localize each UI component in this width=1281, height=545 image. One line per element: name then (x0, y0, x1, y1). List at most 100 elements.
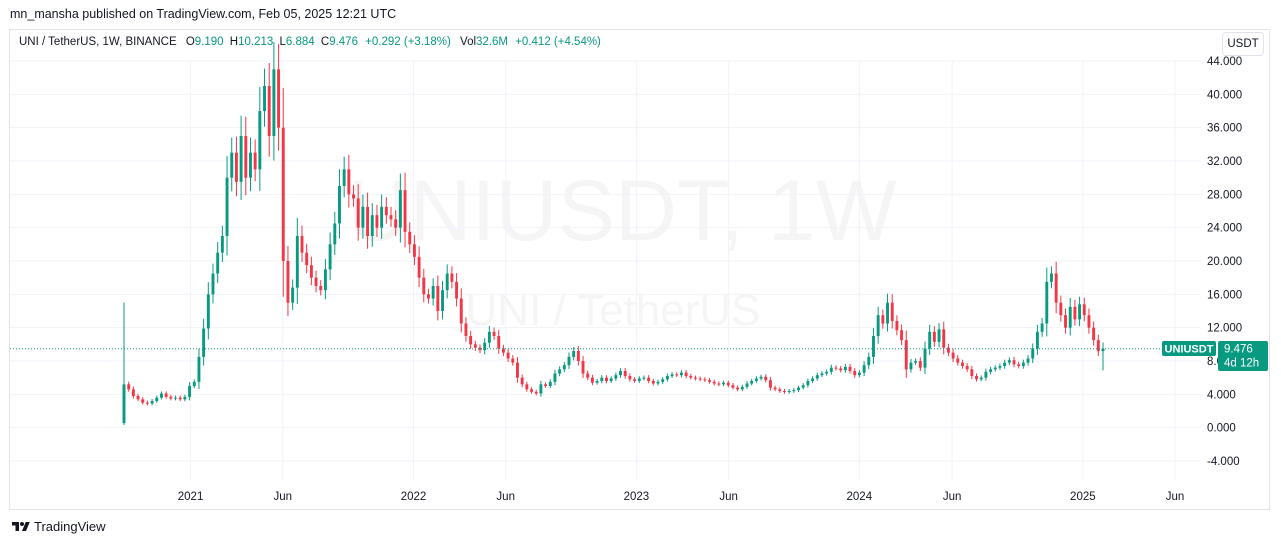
candle-body (661, 379, 665, 382)
candle-body (370, 215, 374, 236)
candle-body (628, 376, 632, 380)
grid-lines (10, 60, 1201, 480)
candle-body (1082, 304, 1086, 316)
candle-body (637, 378, 641, 381)
candle-body (605, 377, 608, 381)
legend-close: 9.476 (329, 36, 358, 48)
legend-symbol: UNI / TetherUS, 1W, BINANCE (19, 36, 177, 48)
candle-body (806, 381, 810, 386)
candle-body (1040, 323, 1044, 332)
price-axis-label: 0.000 (1207, 423, 1236, 435)
candles (122, 42, 1105, 426)
candle-body (998, 366, 1002, 368)
chart-pane[interactable] (9, 29, 1270, 510)
candle-body (230, 152, 234, 178)
price-axis[interactable]: 44.000 40.000 36.000 32.000 28.000 24.000 20.0… (1207, 56, 1242, 468)
candle-body (572, 351, 576, 357)
candle-body (216, 252, 220, 274)
price-axis-label: 36.000 (1207, 123, 1242, 135)
candle-body (178, 397, 182, 400)
candle-body (623, 371, 627, 376)
candle-body (726, 382, 730, 386)
candle-body (272, 69, 276, 136)
time-axis[interactable]: 2021 Jun 2022 Jun 2023 Jun 2024 Jun 2025 Jun (178, 491, 1185, 503)
footer-brand[interactable]: TradingView (10, 519, 106, 534)
candle-body (530, 389, 533, 392)
candle-body (1007, 360, 1011, 363)
candle-body (188, 386, 192, 397)
candle-body (258, 111, 262, 170)
candle-body (694, 377, 697, 379)
candle-body (356, 198, 360, 228)
candle-body (970, 369, 974, 376)
candle-body (305, 252, 309, 266)
candle-body (642, 377, 646, 379)
candle-body (740, 386, 744, 390)
footer-brand-name: TradingView (34, 519, 106, 534)
candle-body (1017, 364, 1021, 366)
price-axis-label: 12.000 (1207, 323, 1242, 335)
time-axis-label: Jun (274, 491, 293, 503)
symbol-legend[interactable]: UNI / TetherUS, 1W, BINANCE O9.190 H10.2… (19, 36, 601, 48)
candle-body (787, 391, 791, 392)
price-tag-countdown: 4d 12h (1224, 358, 1259, 370)
candle-body (708, 380, 711, 382)
candle-body (975, 376, 978, 380)
candle-body (979, 377, 983, 380)
candle-body (492, 331, 496, 336)
price-axis-label: -4.000 (1207, 456, 1240, 468)
candle-body (544, 384, 548, 386)
candle-body (567, 356, 571, 366)
candle-body (225, 177, 229, 236)
candle-body (295, 236, 299, 288)
candle-body (590, 377, 594, 383)
candle-body (581, 361, 585, 374)
legend-volume: 32.6M (476, 36, 509, 48)
candle-body (876, 315, 880, 336)
candle-body (745, 383, 749, 387)
candle-body (820, 373, 824, 376)
candle-body (1054, 273, 1058, 303)
candle-body (918, 361, 922, 368)
candle-body (633, 379, 637, 381)
candle-body (984, 371, 988, 378)
candle-body (703, 379, 707, 381)
candle-body (361, 206, 365, 228)
candle-body (1021, 362, 1025, 366)
candle-body (483, 342, 487, 351)
candle-body (904, 340, 908, 370)
candle-body (1003, 362, 1007, 366)
candle-body (647, 377, 651, 381)
candle-body (323, 269, 327, 291)
currency-button[interactable]: USDT (1222, 32, 1264, 56)
candle-body (689, 376, 693, 378)
candle-body (717, 383, 721, 385)
candle-body (384, 206, 388, 216)
candle-body (989, 369, 993, 372)
candle-body (731, 385, 735, 388)
time-axis-label: Jun (719, 491, 738, 503)
candle-body (145, 402, 149, 404)
watermark: UNIUSDT, 1W UNI / TetherUS (347, 163, 896, 335)
price-axis-label: 40.000 (1207, 89, 1242, 101)
candle-body (150, 401, 154, 404)
legend-volume-change: +0.412 (+4.54%) (515, 36, 601, 48)
candle-body (136, 396, 140, 400)
candle-body (722, 382, 726, 385)
candle-body (956, 358, 960, 363)
candle-body (665, 376, 669, 380)
candle-body (1050, 273, 1053, 282)
candle-body (520, 377, 524, 385)
candle-body (600, 377, 604, 381)
candle-body (951, 352, 955, 359)
candle-body (281, 127, 285, 262)
candle-body (539, 384, 543, 394)
candle-body (829, 367, 833, 372)
candle-body (300, 236, 304, 253)
candle-body (160, 393, 163, 398)
candle-body (712, 381, 716, 384)
candle-body (174, 397, 177, 399)
tradingview-logo-icon (12, 521, 30, 531)
candle-body (670, 374, 674, 376)
